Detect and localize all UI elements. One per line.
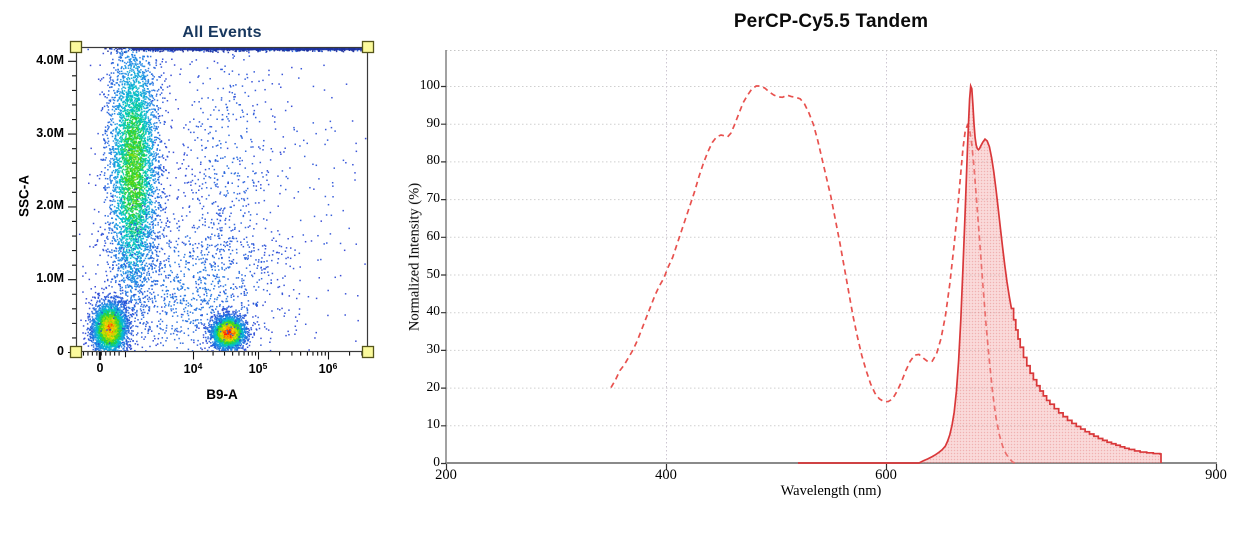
- spectrum-plot-canvas: [400, 0, 1252, 543]
- spectrum-x-axis-label: Wavelength (nm): [780, 483, 882, 499]
- flow-x-tick-label: 0: [96, 361, 104, 375]
- spectrum-y-tick-label: 70: [426, 190, 441, 206]
- flow-y-tick-label: 0: [57, 344, 64, 358]
- power-base: 10: [318, 362, 333, 376]
- flow-y-tick-label: 3.0M: [36, 125, 64, 140]
- power-exponent: 5: [262, 361, 268, 371]
- flow-y-tick-label: 2.0M: [36, 198, 64, 213]
- spectrum-x-tick-label: 900: [1205, 467, 1227, 483]
- spectrum-x-tick-label: 200: [435, 467, 457, 483]
- spectrum-y-tick-label: 40: [426, 303, 441, 319]
- spectrum-y-tick-label: 80: [426, 152, 441, 168]
- flow-y-tick-label: 4.0M: [36, 52, 64, 67]
- flow-x-axis-label: B9-A: [206, 387, 238, 402]
- spectrum-y-tick-label: 90: [426, 114, 441, 130]
- flow-chart-title: All Events: [182, 24, 262, 41]
- power-exponent: 4: [197, 361, 203, 371]
- spectrum-y-tick-label: 10: [426, 416, 441, 432]
- spectrum-y-tick-label: 60: [426, 227, 441, 243]
- spectrum-y-tick-label: 50: [426, 265, 441, 281]
- flow-x-tick-label: 105: [233, 361, 283, 376]
- spectrum-x-tick-label: 600: [875, 467, 897, 483]
- spectrum-y-tick-label: 0: [433, 454, 440, 469]
- spectrum-y-tick-label: 20: [426, 378, 441, 394]
- power-exponent: 6: [332, 361, 338, 371]
- flow-y-tick-label: 1.0M: [36, 271, 64, 286]
- flow-x-tick-label: 106: [303, 361, 353, 376]
- flow-x-tick-label: 104: [168, 361, 218, 376]
- flow-plot-canvas: [0, 0, 400, 430]
- power-base: 10: [248, 362, 263, 376]
- spectrum-y-tick-label: 30: [426, 340, 441, 356]
- spectrum-y-tick-label: 100: [419, 77, 440, 92]
- spectrum-x-tick-label: 400: [655, 467, 677, 483]
- spectrum-chart-title: PerCP-Cy5.5 Tandem: [733, 11, 929, 32]
- power-base: 10: [183, 362, 198, 376]
